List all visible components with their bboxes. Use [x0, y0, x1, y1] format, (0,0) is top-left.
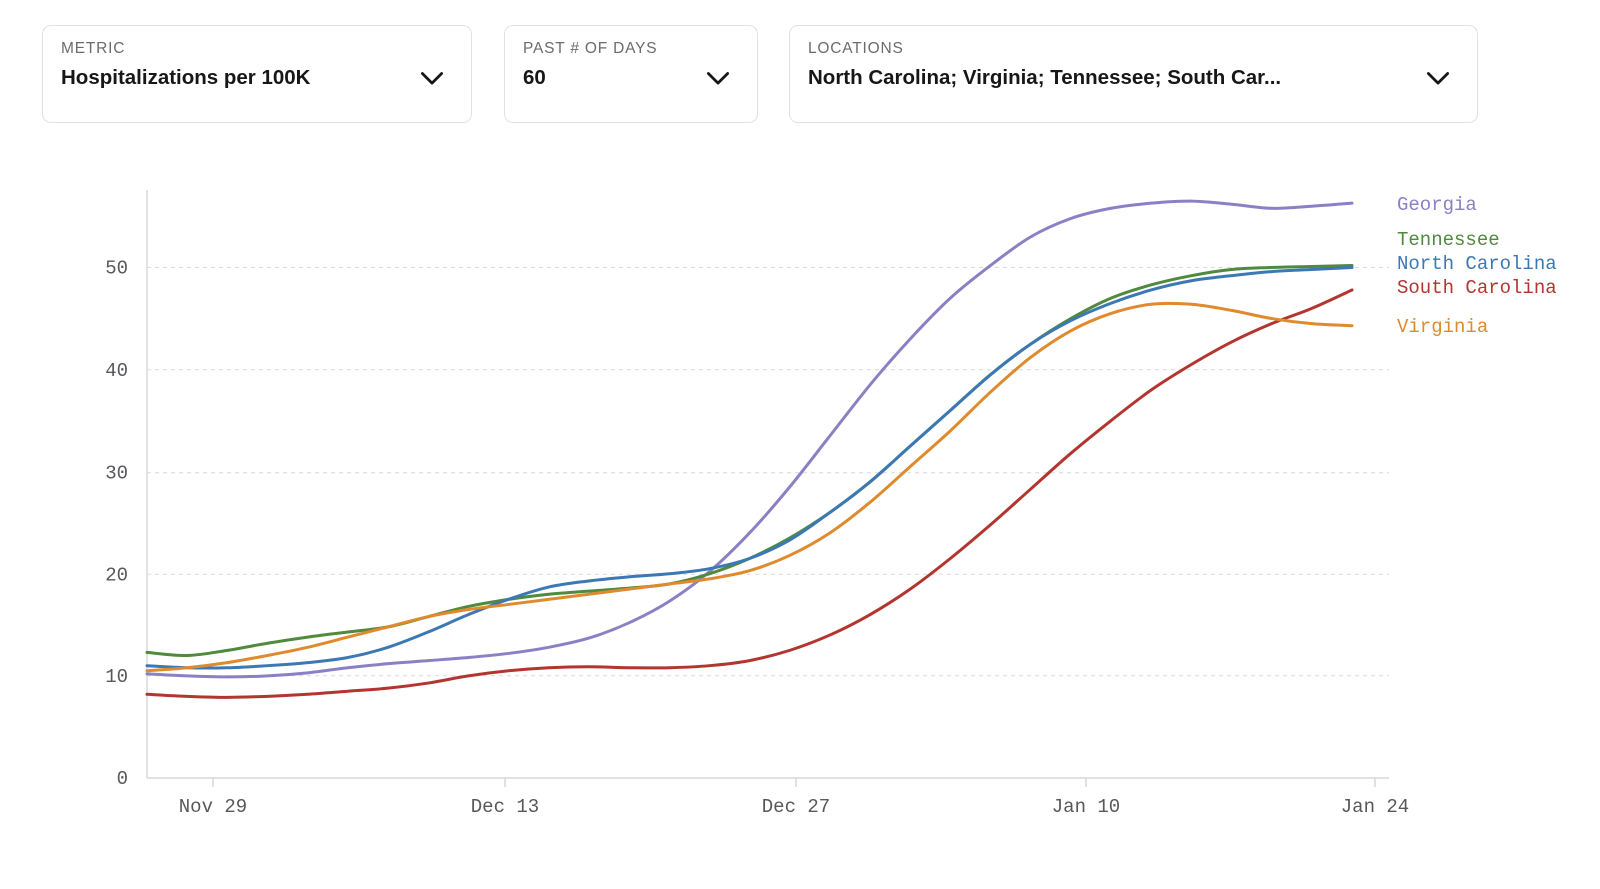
svg-text:Dec 13: Dec 13 [471, 796, 539, 818]
svg-text:Jan 10: Jan 10 [1052, 796, 1120, 818]
svg-text:30: 30 [105, 463, 128, 485]
svg-text:Jan 24: Jan 24 [1341, 796, 1409, 818]
svg-text:0: 0 [117, 768, 128, 790]
svg-text:Tennessee: Tennessee [1397, 229, 1500, 251]
svg-text:Nov 29: Nov 29 [179, 796, 247, 818]
svg-text:South Carolina: South Carolina [1397, 277, 1557, 299]
svg-text:20: 20 [105, 564, 128, 586]
svg-text:10: 10 [105, 666, 128, 688]
svg-text:Dec 27: Dec 27 [762, 796, 830, 818]
svg-text:50: 50 [105, 258, 128, 280]
svg-text:Virginia: Virginia [1397, 316, 1488, 338]
svg-text:Georgia: Georgia [1397, 194, 1477, 216]
svg-text:40: 40 [105, 360, 128, 382]
svg-text:North Carolina: North Carolina [1397, 253, 1557, 275]
